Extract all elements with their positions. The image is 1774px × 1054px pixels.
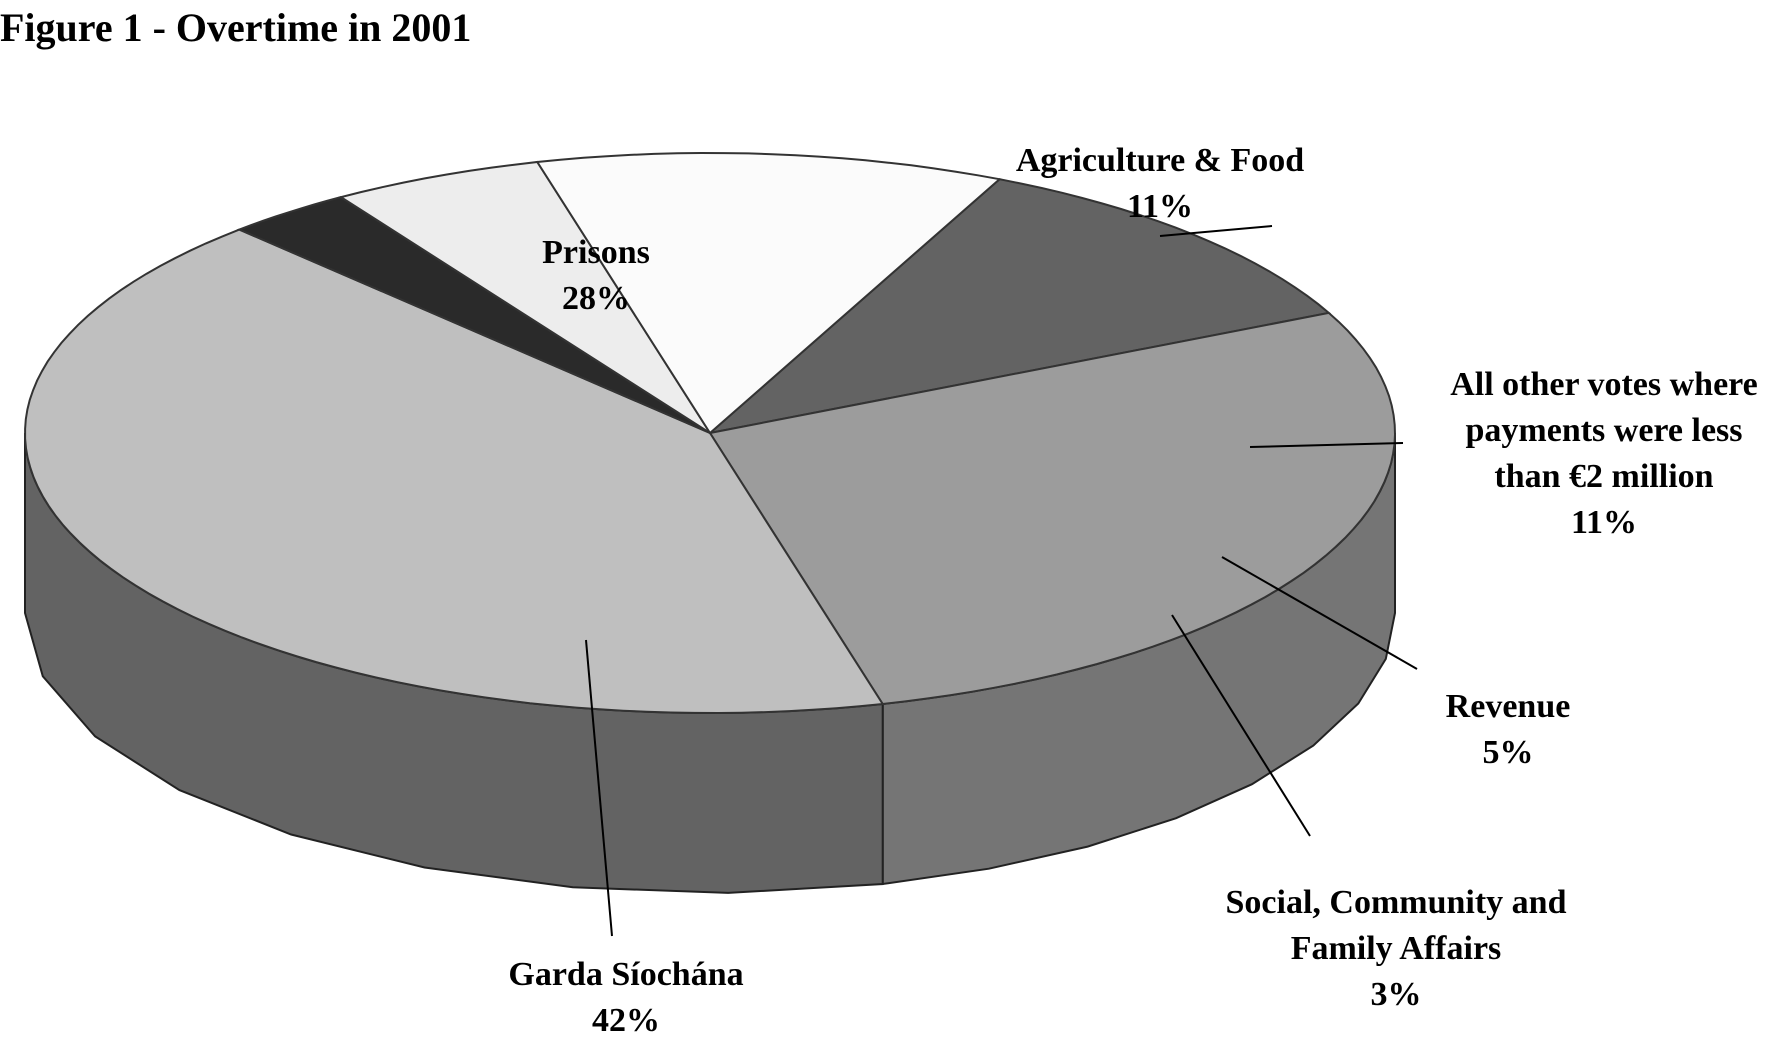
label-garda-name: Garda Síochána <box>508 956 744 993</box>
label-prisons: Prisons 28% <box>496 230 696 322</box>
label-agriculture-percent: 11% <box>1126 188 1194 225</box>
label-prisons-name: Prisons <box>542 234 650 271</box>
pie-top-faces <box>24 151 1397 715</box>
leader-line-other <box>1249 442 1404 448</box>
label-garda-percent: 42% <box>592 1002 660 1039</box>
leader-line-garda <box>585 639 613 937</box>
label-agriculture: Agriculture & Food 11% <box>995 138 1325 230</box>
label-revenue-percent: 5% <box>1482 734 1534 771</box>
label-other-percent: 11% <box>1570 504 1638 541</box>
pie-slice-revenue <box>338 160 711 434</box>
leader-line-revenue <box>1221 556 1418 670</box>
label-agriculture-name: Agriculture & Food <box>1015 142 1305 179</box>
label-other: All other votes where payments were less… <box>1434 362 1774 546</box>
pie-slice-garda <box>24 228 885 715</box>
label-other-line-2: payments were less <box>1465 412 1743 449</box>
label-garda: Garda Síochána 42% <box>496 952 756 1044</box>
label-social: Social, Community and Family Affairs 3% <box>1196 880 1596 1018</box>
label-revenue: Revenue 5% <box>1408 684 1608 776</box>
label-social-percent: 3% <box>1370 976 1422 1013</box>
leader-lines <box>585 225 1418 937</box>
label-social-line-1: Social, Community and <box>1225 884 1567 921</box>
pie-slice-social <box>236 196 711 434</box>
label-prisons-percent: 28% <box>562 280 630 317</box>
leader-line-social <box>1171 614 1311 837</box>
leader-line-agriculture <box>1159 225 1273 237</box>
pie-slice-agriculture <box>706 178 1332 435</box>
chart-title: Figure 1 - Overtime in 2001 <box>0 5 472 50</box>
label-social-line-2: Family Affairs <box>1290 930 1502 967</box>
label-other-line-1: All other votes where <box>1450 366 1758 403</box>
label-other-line-3: than €2 million <box>1494 458 1714 495</box>
label-revenue-name: Revenue <box>1445 688 1571 725</box>
pie-slice-other <box>535 151 1002 435</box>
pie-slice-prisons <box>708 311 1397 706</box>
